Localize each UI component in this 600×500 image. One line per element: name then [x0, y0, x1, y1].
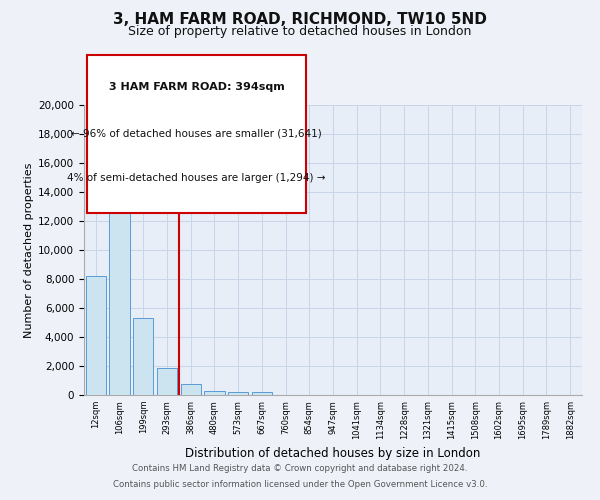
Text: 4% of semi-detached houses are larger (1,294) →: 4% of semi-detached houses are larger (1…: [67, 173, 326, 183]
Bar: [252, 392, 272, 395]
Bar: [86, 276, 106, 395]
Y-axis label: Number of detached properties: Number of detached properties: [24, 162, 34, 338]
Bar: [181, 384, 201, 395]
X-axis label: Distribution of detached houses by size in London: Distribution of detached houses by size …: [185, 448, 481, 460]
Text: Size of property relative to detached houses in London: Size of property relative to detached ho…: [128, 25, 472, 38]
Bar: [157, 368, 177, 395]
Text: Contains HM Land Registry data © Crown copyright and database right 2024.: Contains HM Land Registry data © Crown c…: [132, 464, 468, 473]
Text: ← 96% of detached houses are smaller (31,641): ← 96% of detached houses are smaller (31…: [71, 129, 322, 139]
Bar: [205, 391, 224, 395]
Bar: [133, 318, 154, 395]
Bar: [228, 392, 248, 395]
Text: 3 HAM FARM ROAD: 394sqm: 3 HAM FARM ROAD: 394sqm: [109, 82, 284, 92]
Text: 3, HAM FARM ROAD, RICHMOND, TW10 5ND: 3, HAM FARM ROAD, RICHMOND, TW10 5ND: [113, 12, 487, 28]
Text: Contains public sector information licensed under the Open Government Licence v3: Contains public sector information licen…: [113, 480, 487, 489]
Bar: [109, 154, 130, 395]
